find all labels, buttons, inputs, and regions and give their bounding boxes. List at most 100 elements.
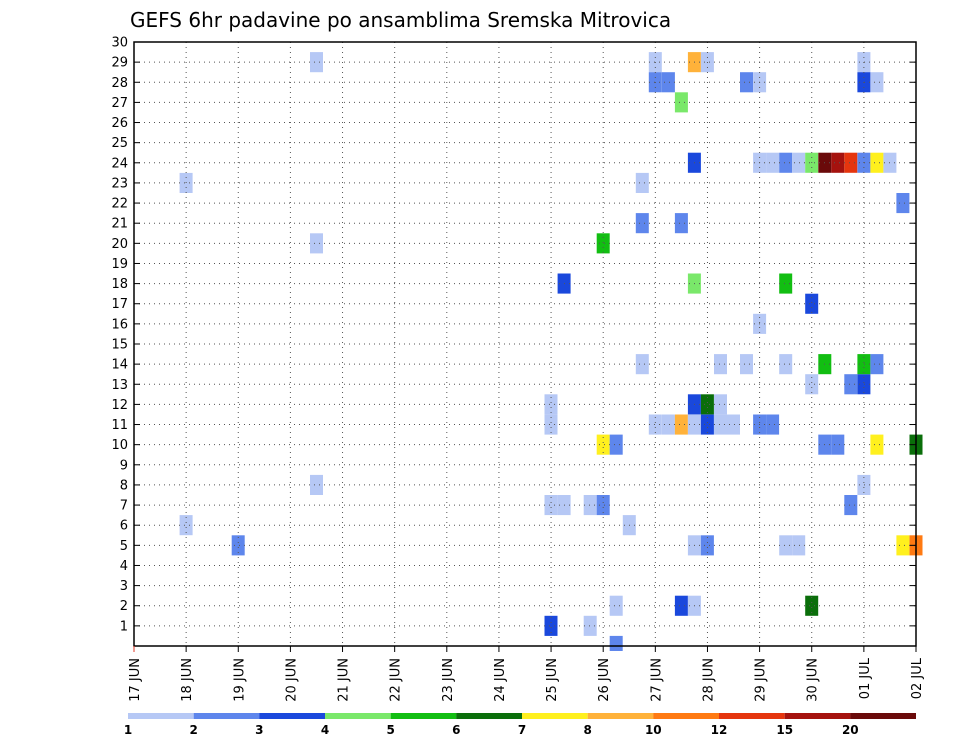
- heatmap-cell: [714, 354, 727, 375]
- x-tick-label: 21 JUN: [337, 658, 352, 702]
- colorbar-label: 20: [842, 723, 859, 737]
- heatmap-cell: [635, 213, 649, 234]
- x-tick-label: 19 JUN: [232, 658, 247, 702]
- heatmap-cell: [714, 414, 727, 435]
- heatmap-cell: [805, 595, 819, 616]
- heatmap-cell: [805, 374, 819, 395]
- y-tick-label: 28: [111, 76, 128, 91]
- heatmap-cell: [792, 152, 806, 173]
- heatmap-cell: [544, 615, 558, 636]
- heatmap-cell: [805, 293, 819, 314]
- heatmap-cell: [779, 152, 793, 173]
- colorbar-swatch: [784, 713, 851, 719]
- x-tick-label: 18 JUN: [180, 658, 195, 702]
- colorbar-swatch: [259, 713, 325, 719]
- heatmap-cell: [792, 535, 806, 556]
- heatmap-cell: [583, 495, 597, 516]
- heatmap-cell: [844, 152, 858, 173]
- y-tick-label: 9: [120, 458, 128, 473]
- heatmap-cell: [870, 72, 884, 93]
- heatmap-cell: [766, 414, 780, 435]
- colorbar-label: 5: [387, 723, 395, 737]
- heatmap-cell: [831, 152, 845, 173]
- y-tick-label: 19: [111, 257, 128, 272]
- colorbar-swatch: [653, 713, 719, 719]
- colorbar-label: 3: [255, 723, 263, 737]
- y-tick-label: 30: [111, 36, 128, 51]
- heatmap-cell: [544, 495, 558, 516]
- heatmap-cell: [870, 354, 884, 375]
- y-tick-label: 25: [111, 136, 128, 151]
- heatmap-cell: [700, 414, 714, 435]
- heatmap-cell: [870, 434, 884, 455]
- colorbar-label: 12: [711, 723, 728, 737]
- colorbar-label: 6: [452, 723, 460, 737]
- colorbar-label: 8: [584, 723, 592, 737]
- y-tick-label: 12: [111, 398, 128, 413]
- colorbar-legend: 1 2 3 4 5 6 7 8 10 12 15 20: [124, 713, 916, 737]
- heatmap-cell: [596, 233, 610, 254]
- y-tick-label: 27: [111, 96, 128, 111]
- y-tick-label: 15: [111, 338, 128, 353]
- y-tick-label: 13: [111, 378, 128, 393]
- heatmap-cell: [674, 213, 688, 234]
- heatmap-cell: [674, 92, 688, 113]
- y-tick-label: 4: [120, 559, 128, 574]
- heatmap-cell: [700, 535, 714, 556]
- x-tick-label: 01 JUL: [858, 657, 873, 699]
- y-tick-label: 1: [120, 619, 128, 634]
- y-tick-label: 29: [111, 56, 128, 71]
- x-tick-label: 28 JUN: [701, 658, 716, 702]
- x-tick-label: 17 JUN: [128, 658, 143, 702]
- heatmap-cell: [310, 233, 323, 254]
- heatmap-cell: [648, 414, 662, 435]
- heatmap-cell: [857, 474, 871, 495]
- y-tick-label: 24: [111, 156, 128, 171]
- x-tick-label: 27 JUN: [649, 658, 664, 702]
- heatmap-cell: [740, 354, 753, 375]
- y-tick-label: 5: [120, 539, 128, 554]
- y-tick-label: 20: [111, 237, 128, 252]
- heatmap-cells: [179, 52, 923, 651]
- heatmap-cell: [609, 434, 623, 455]
- heatmap-cell: [844, 374, 858, 395]
- gridlines: [134, 42, 916, 646]
- heatmap-cell: [896, 193, 910, 214]
- heatmap-cell: [544, 414, 558, 435]
- heatmap-cell: [674, 595, 688, 616]
- colorbar-swatch: [456, 713, 522, 719]
- y-tick-label: 18: [111, 277, 128, 292]
- heatmap-cell: [310, 474, 323, 495]
- heatmap-cell: [596, 495, 610, 516]
- x-tick-label: 22 JUN: [389, 658, 404, 702]
- heatmap-cell: [635, 354, 649, 375]
- heatmap-cell: [661, 414, 675, 435]
- heatmap-cell: [609, 595, 623, 616]
- heatmap-cell: [857, 374, 871, 395]
- colorbar-label: 7: [518, 723, 526, 737]
- heatmap-cell: [609, 635, 623, 651]
- heatmap-cell: [896, 535, 910, 556]
- colorbar-label: 2: [190, 723, 198, 737]
- y-tick-label: 2: [120, 599, 128, 614]
- colorbar-label: 10: [645, 723, 662, 737]
- colorbar-swatch: [325, 713, 391, 719]
- y-tick-label: 21: [111, 217, 128, 232]
- heatmap-cell: [661, 72, 675, 93]
- y-tick-label: 6: [120, 519, 128, 534]
- y-axis: 1234567891011121314151617181920212223242…: [111, 36, 916, 634]
- x-tick-label: 30 JUN: [806, 658, 821, 702]
- y-tick-label: 8: [120, 478, 128, 493]
- heatmap-cell: [310, 52, 323, 73]
- y-tick-label: 10: [111, 438, 128, 453]
- y-tick-label: 16: [111, 317, 128, 332]
- y-tick-label: 26: [111, 116, 128, 131]
- y-tick-label: 14: [111, 358, 128, 373]
- y-tick-label: 22: [111, 197, 128, 212]
- heatmap-cell: [583, 615, 597, 636]
- y-tick-label: 23: [111, 176, 128, 191]
- x-tick-label: 26 JUN: [597, 658, 612, 702]
- heatmap-cell: [831, 434, 845, 455]
- heatmap-cell: [179, 515, 193, 536]
